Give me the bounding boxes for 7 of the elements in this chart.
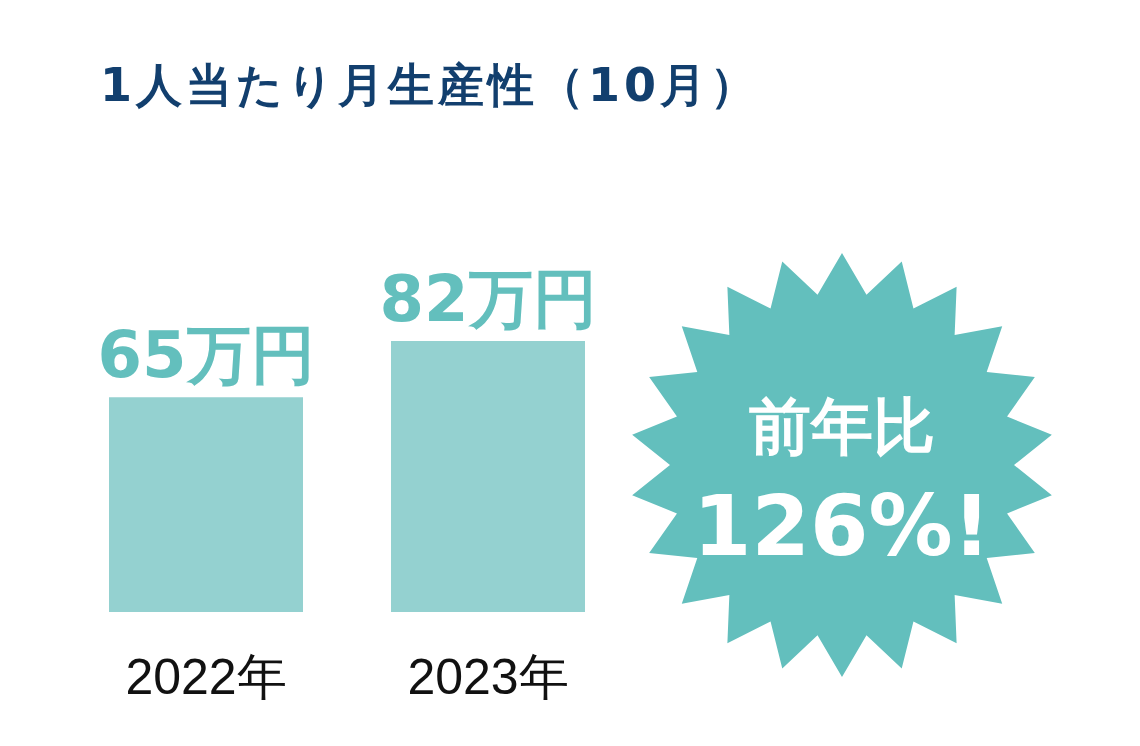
x-tick-label: 2023年 bbox=[407, 648, 569, 705]
text: 126%! bbox=[693, 477, 991, 575]
data-label: 65万円 bbox=[97, 318, 315, 393]
data-label: 82万円 bbox=[379, 262, 597, 336]
x-tick-label: 2022年 bbox=[125, 648, 287, 705]
chart-title: 1人当たり月生産性（10月） bbox=[100, 57, 761, 114]
text: 前年比 bbox=[749, 390, 935, 463]
